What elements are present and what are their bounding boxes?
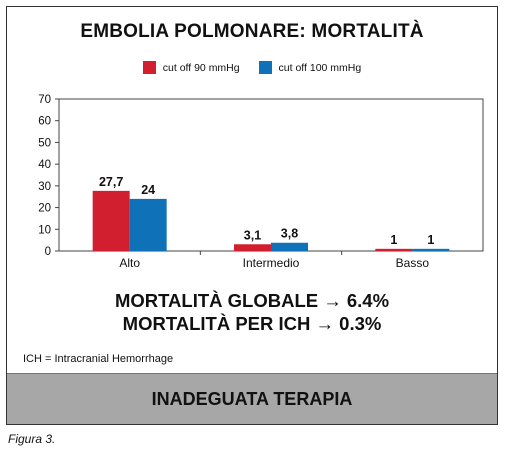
y-tick-label: 60 xyxy=(38,116,51,128)
x-tick-label: Alto xyxy=(119,256,140,270)
y-tick-label: 30 xyxy=(38,181,51,193)
data-label: 1 xyxy=(390,233,397,247)
figure-frame: EMBOLIA POLMONARE: MORTALITÀ cut off 90 … xyxy=(6,6,498,425)
bar xyxy=(375,248,413,251)
bar xyxy=(412,248,450,251)
y-tick-label: 10 xyxy=(38,224,51,236)
y-tick-label: 40 xyxy=(38,159,51,171)
legend-swatch-90 xyxy=(142,61,156,74)
summary: MORTALITÀ GLOBALE → 6.4% MORTALITÀ PER I… xyxy=(7,289,497,335)
figure-caption: Figura 3. xyxy=(8,432,56,446)
abbreviation-note: ICH = Intracranial Hemorrhage xyxy=(23,353,174,365)
bar xyxy=(234,244,271,251)
legend-label-90: cut off 90 mmHg xyxy=(162,61,240,74)
legend-item-100: cut off 100 mmHg xyxy=(258,61,362,74)
bar xyxy=(129,198,167,251)
y-tick-label: 20 xyxy=(38,203,51,215)
summary-ich: MORTALITÀ PER ICH → 0.3% xyxy=(122,313,382,334)
y-tick-label: 0 xyxy=(45,246,51,258)
legend-item-90: cut off 90 mmHg xyxy=(142,61,240,74)
y-tick-label: 70 xyxy=(38,94,51,106)
data-label: 24 xyxy=(141,183,155,197)
bar xyxy=(92,190,130,251)
data-label: 1 xyxy=(427,233,434,247)
y-tick-label: 50 xyxy=(38,137,51,149)
data-label: 3,8 xyxy=(281,227,298,241)
legend-label-100: cut off 100 mmHg xyxy=(278,61,362,74)
legend: cut off 90 mmHg cut off 100 mmHg xyxy=(7,61,497,77)
data-label: 27,7 xyxy=(99,175,123,189)
chart-title: EMBOLIA POLMONARE: MORTALITÀ xyxy=(80,21,424,42)
x-tick-label: Intermedio xyxy=(243,256,300,270)
bar-chart: 0 10 20 30 40 50 60 70 Alto 27,7 24 Intermedio 3,1 3,… xyxy=(38,94,484,270)
banner-text: INADEGUATA TERAPIA xyxy=(151,388,353,409)
bar xyxy=(271,242,308,251)
legend-swatch-100 xyxy=(258,61,272,74)
x-tick-label: Basso xyxy=(396,256,430,270)
summary-global: MORTALITÀ GLOBALE → 6.4% xyxy=(114,290,390,311)
banner: INADEGUATA TERAPIA xyxy=(7,373,497,424)
data-label: 3,1 xyxy=(244,228,261,242)
